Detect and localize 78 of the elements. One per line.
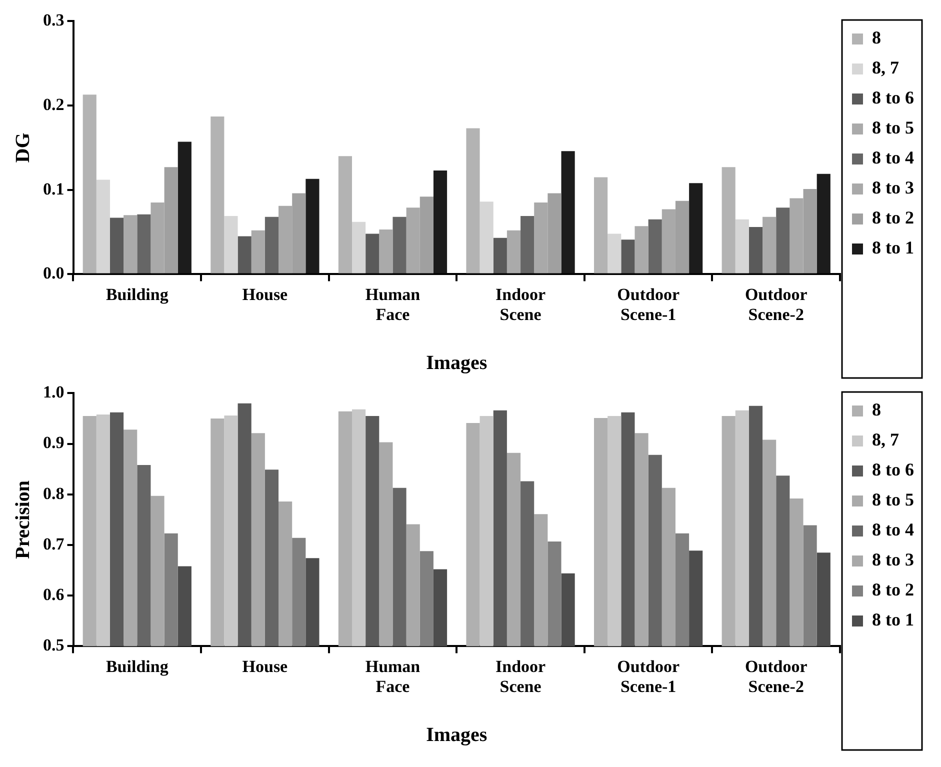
bar <box>493 238 507 274</box>
legend-label: 8 to 6 <box>872 88 914 108</box>
legend-label: 8 <box>872 400 882 420</box>
bar <box>776 208 790 274</box>
bar <box>520 216 534 274</box>
bar <box>621 240 635 274</box>
x-tick-label: Outdoor Scene-1 <box>617 656 680 696</box>
x-tick-label: Outdoor Scene-1 <box>617 284 680 324</box>
bar <box>352 222 366 274</box>
legend-label: 8 <box>872 28 882 48</box>
bar <box>224 216 238 274</box>
x-tick-label: Outdoor Scene-2 <box>744 284 808 324</box>
bar <box>634 226 648 274</box>
y-axis-title: Precision <box>12 480 34 559</box>
legend-label: 8 to 2 <box>872 208 914 228</box>
x-tick-label: Indoor Scene <box>495 656 546 696</box>
y-tick-label: 0.8 <box>43 484 64 503</box>
legend-label: 8 to 4 <box>872 520 914 540</box>
bar <box>608 234 622 274</box>
legend-label: 8, 7 <box>872 58 900 78</box>
bar <box>96 180 110 274</box>
bar <box>306 178 320 274</box>
y-tick-label: 0.1 <box>43 179 64 198</box>
bar <box>264 216 279 274</box>
bar <box>82 94 96 274</box>
x-axis-title: Images <box>426 352 488 374</box>
x-tick-label: House <box>242 284 288 304</box>
legend-label: 8 to 6 <box>872 460 914 480</box>
bar <box>735 219 749 274</box>
y-tick-label: 0.3 <box>43 10 64 30</box>
legend-label: 8 to 3 <box>872 178 914 198</box>
bar <box>689 183 703 274</box>
y-axis-title: DG <box>12 132 34 163</box>
legend-label: 8 to 1 <box>872 610 914 630</box>
bar <box>251 230 265 274</box>
x-tick-label: Building <box>106 656 169 676</box>
bar <box>466 128 480 274</box>
bar <box>594 177 608 274</box>
bar <box>561 151 575 274</box>
legend-label: 8 to 5 <box>872 490 914 510</box>
x-axis-title: Images <box>426 724 488 746</box>
legend-label: 8, 7 <box>872 430 900 450</box>
x-tick-label: Human Face <box>365 656 421 696</box>
bar <box>124 215 138 274</box>
x-tick-label: House <box>242 656 288 676</box>
bar <box>762 216 776 274</box>
bar <box>338 156 352 274</box>
y-tick-label: 0.7 <box>43 534 65 554</box>
bar <box>178 142 192 274</box>
y-tick-label: 0.5 <box>43 636 64 655</box>
x-tick-label: Human Face <box>365 284 421 324</box>
bar <box>366 234 380 274</box>
bar <box>816 174 830 274</box>
x-tick-label: Building <box>106 284 169 304</box>
bar <box>110 218 124 274</box>
legend-label: 8 to 1 <box>872 238 914 258</box>
y-tick-label: 0.9 <box>43 433 64 452</box>
bar <box>210 116 224 274</box>
x-tick-label: Outdoor Scene-2 <box>744 656 808 696</box>
bar <box>392 216 406 274</box>
bar <box>506 230 521 274</box>
bar <box>748 226 763 274</box>
legend-label: 8 to 5 <box>872 118 914 138</box>
y-tick-label: 0.0 <box>43 264 64 283</box>
bar <box>433 170 448 274</box>
y-tick-label: 0.2 <box>43 94 64 114</box>
x-tick-label: Indoor Scene <box>495 284 546 324</box>
legend-label: 8 to 2 <box>872 580 914 600</box>
legend-label: 8 to 3 <box>872 550 914 570</box>
bar <box>137 214 151 274</box>
bar <box>722 167 736 274</box>
bar <box>480 202 494 274</box>
bar <box>648 219 662 274</box>
y-tick-label: 0.6 <box>43 584 64 604</box>
bar <box>238 236 252 274</box>
bar <box>379 230 393 274</box>
legend-label: 8 to 4 <box>872 148 914 168</box>
y-tick-label: 1.0 <box>43 382 64 402</box>
